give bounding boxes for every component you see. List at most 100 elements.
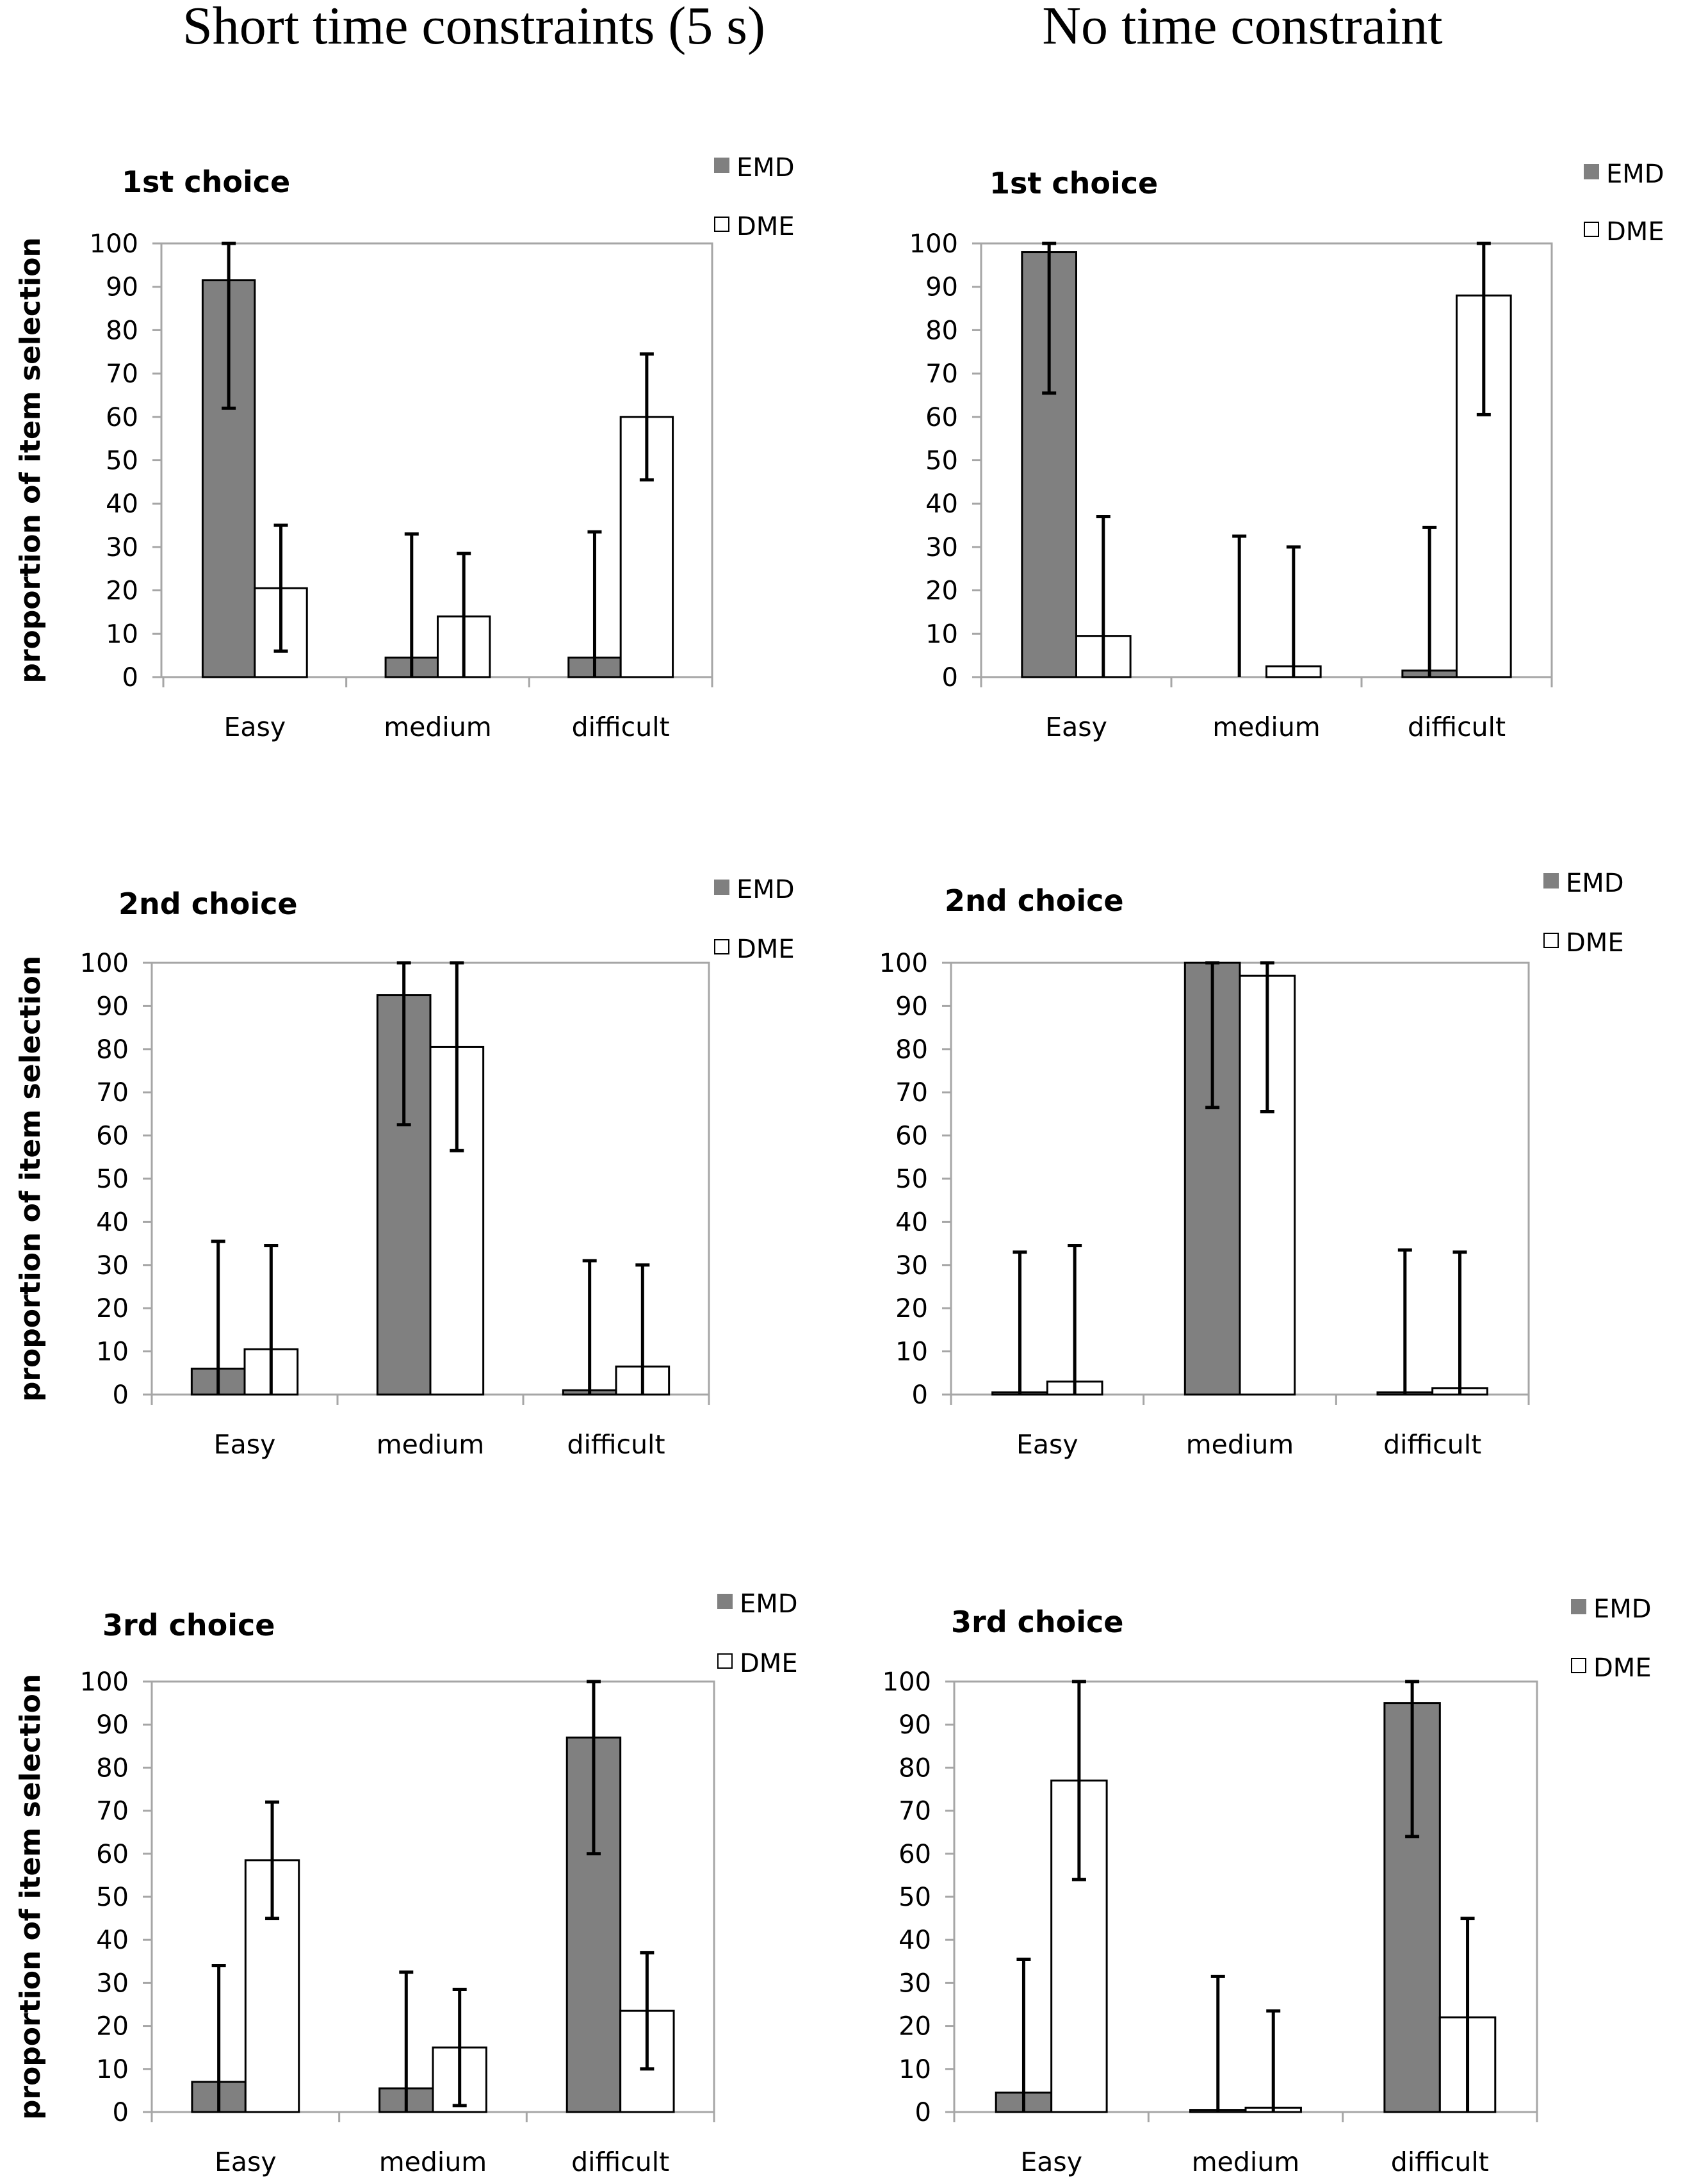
category-label: difficult <box>1391 2147 1489 2177</box>
y-tick-label: 20 <box>899 2012 931 2042</box>
category-label: medium <box>379 2147 487 2177</box>
bar-dme-medium <box>429 1045 485 1396</box>
legend-label-emd: EMD <box>736 875 795 905</box>
y-tick-label: 80 <box>106 316 138 345</box>
y-tick-label: 30 <box>96 1251 129 1281</box>
y-tick-label: 90 <box>895 992 928 1021</box>
legend-label-emd: EMD <box>1566 869 1624 898</box>
legend-label-dme: DME <box>1606 217 1664 247</box>
y-tick-label: 80 <box>895 1035 928 1065</box>
y-tick-label: 80 <box>96 1035 129 1065</box>
y-tick-label: 70 <box>895 1078 928 1108</box>
panel-title: 3rd choice <box>102 1608 275 1642</box>
y-tick-label: 10 <box>925 619 958 649</box>
legend-swatch-emd <box>717 1594 733 1609</box>
category-label: Easy <box>1016 1429 1078 1460</box>
category-label: Easy <box>1045 712 1107 742</box>
y-tick-label: 60 <box>96 1840 129 1869</box>
category-label: medium <box>384 712 492 742</box>
y-tick-label: 0 <box>113 2098 129 2127</box>
legend-swatch-dme <box>1584 222 1599 237</box>
panel-title: 1st choice <box>989 166 1158 201</box>
legend-swatch-emd <box>1543 873 1559 888</box>
legend-swatch-dme <box>1571 1658 1586 1673</box>
y-tick-label: 100 <box>80 1667 129 1697</box>
y-tick-label: 80 <box>96 1753 129 1783</box>
y-tick-label: 40 <box>106 489 138 519</box>
y-tick-label: 50 <box>96 1883 129 1912</box>
y-tick-label: 70 <box>96 1797 129 1826</box>
y-tick-label: 50 <box>895 1165 928 1194</box>
legend-label-emd: EMD <box>740 1589 798 1619</box>
legend-label-dme: DME <box>740 1649 798 1678</box>
legend-label-emd: EMD <box>1606 160 1664 189</box>
category-label: difficult <box>571 2147 669 2177</box>
category-label: difficult <box>572 712 670 742</box>
y-tick-label: 30 <box>106 533 138 562</box>
legend-swatch-emd <box>714 880 729 895</box>
category-label: Easy <box>1020 2147 1082 2177</box>
legend-label-emd: EMD <box>1593 1594 1652 1624</box>
chart-panel-1: 0 10 20 30 40 50 60 70 80 90 100 Easy medium difficul… <box>14 153 795 742</box>
y-tick-label: 40 <box>96 1208 129 1237</box>
y-tick-label: 0 <box>113 1380 129 1410</box>
panel-title: 2nd choice <box>118 887 298 921</box>
y-tick-label: 60 <box>106 403 138 432</box>
chart-panel-3: 0 10 20 30 40 50 60 70 80 90 100 Easy medium difficul… <box>14 875 795 1460</box>
category-label: Easy <box>215 2147 277 2177</box>
category-label: Easy <box>224 712 286 742</box>
y-tick-label: 10 <box>96 1338 129 1367</box>
legend-swatch-emd <box>1571 1599 1586 1614</box>
legend-label-dme: DME <box>1593 1653 1652 1683</box>
y-tick-label: 70 <box>106 359 138 389</box>
legend-swatch-dme <box>714 939 729 954</box>
y-tick-label: 10 <box>96 2055 129 2084</box>
y-tick-label: 50 <box>96 1165 129 1194</box>
y-tick-label: 30 <box>899 1969 931 1998</box>
y-tick-label: 0 <box>912 1380 928 1410</box>
panel-title: 1st choice <box>122 165 290 199</box>
chart-panel-6: 0 10 20 30 40 50 60 70 80 90 100 Easy medium difficul… <box>882 1594 1652 2177</box>
y-axis-label: proportion of item selection <box>14 956 47 1402</box>
y-tick-label: 50 <box>106 446 138 476</box>
category-label: difficult <box>1408 712 1506 742</box>
y-tick-label: 100 <box>882 1667 931 1697</box>
y-tick-label: 40 <box>895 1208 928 1237</box>
legend-label-dme: DME <box>736 212 795 242</box>
legend-swatch-emd <box>1584 164 1599 179</box>
legend-label-dme: DME <box>736 935 795 964</box>
y-tick-label: 0 <box>122 663 138 692</box>
y-tick-label: 80 <box>899 1753 931 1783</box>
panel-title: 3rd choice <box>951 1605 1124 1639</box>
category-label: difficult <box>1383 1429 1481 1460</box>
y-tick-label: 100 <box>909 229 958 259</box>
y-tick-label: 90 <box>899 1710 931 1740</box>
y-tick-label: 20 <box>96 2012 129 2042</box>
y-tick-label: 60 <box>899 1840 931 1869</box>
category-label: Easy <box>214 1429 276 1460</box>
y-tick-label: 90 <box>925 273 958 302</box>
y-tick-label: 20 <box>895 1294 928 1323</box>
y-tick-label: 10 <box>895 1338 928 1367</box>
y-tick-label: 30 <box>96 1969 129 1998</box>
legend-swatch-emd <box>714 158 729 173</box>
chart-panel-5: 0 10 20 30 40 50 60 70 80 90 100 Easy medium difficul… <box>14 1589 798 2177</box>
y-tick-label: 30 <box>895 1251 928 1281</box>
y-tick-label: 60 <box>96 1122 129 1151</box>
y-tick-label: 60 <box>925 403 958 432</box>
y-tick-label: 0 <box>942 663 958 692</box>
y-tick-label: 50 <box>925 446 958 476</box>
legend-swatch-dme <box>714 217 729 232</box>
legend-swatch-dme <box>1543 933 1559 948</box>
y-tick-label: 0 <box>915 2098 931 2127</box>
y-tick-label: 100 <box>90 229 138 259</box>
chart-panel-2: 0 10 20 30 40 50 60 70 80 90 100 Easy medium difficul… <box>909 160 1664 742</box>
category-label: medium <box>1192 2147 1300 2177</box>
y-tick-label: 50 <box>899 1883 931 1912</box>
y-tick-label: 30 <box>925 533 958 562</box>
chart-panel-4: 0 10 20 30 40 50 60 70 80 90 100 Easy medium difficul… <box>879 869 1624 1460</box>
panel-title: 2nd choice <box>945 883 1124 918</box>
y-tick-label: 20 <box>106 577 138 606</box>
y-axis-label: proportion of item selection <box>14 1674 47 2120</box>
